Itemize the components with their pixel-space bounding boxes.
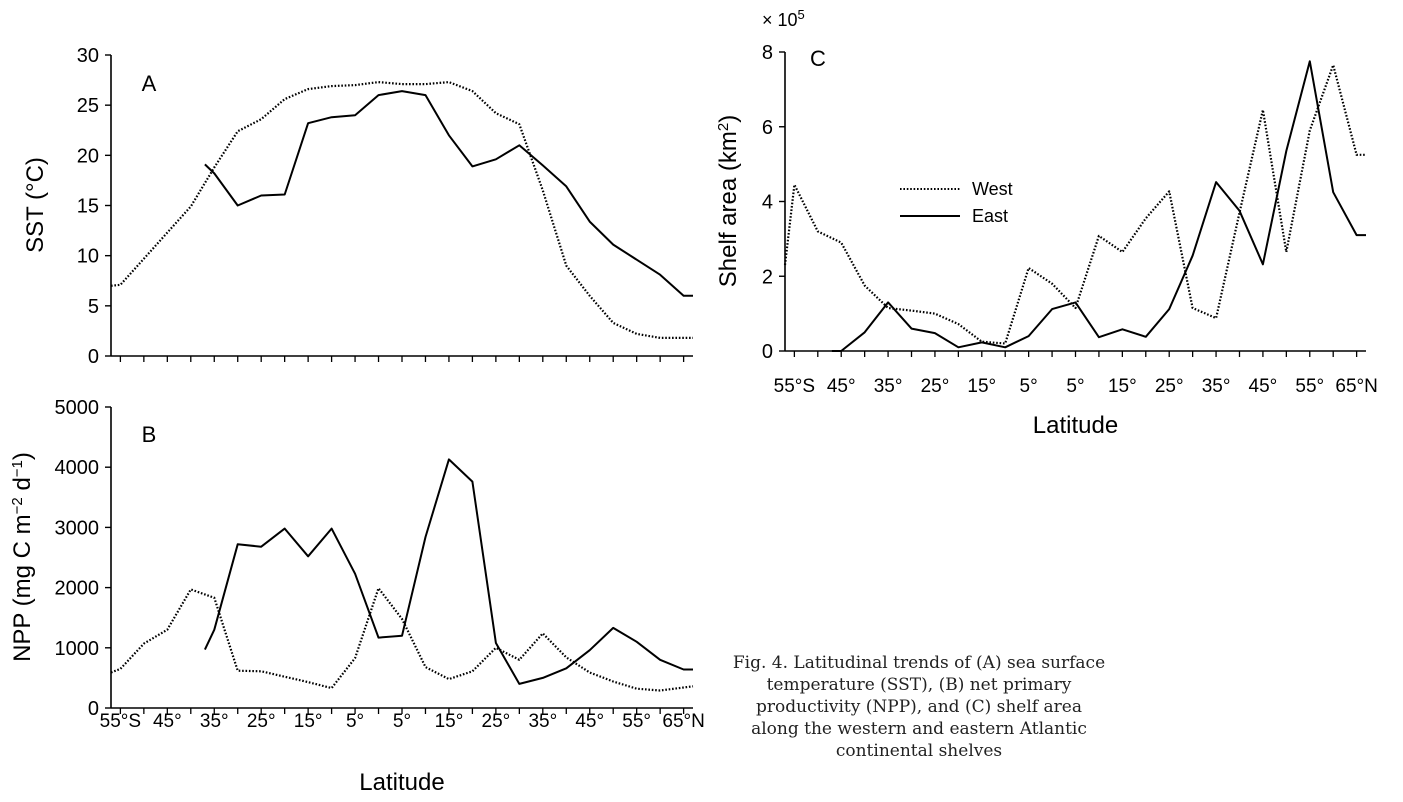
west-series-line [110, 587, 694, 692]
panel-label: C [810, 46, 826, 71]
y-tick-label: 2 [762, 266, 773, 288]
y-tick-label: 3000 [55, 517, 100, 539]
x-tick-label: 55° [1295, 376, 1324, 397]
y-tick-label: 8 [762, 42, 773, 64]
y-tick-label: 1000 [55, 638, 100, 660]
x-tick-label: 35° [874, 376, 903, 397]
y-axis-label-part: −1 [9, 460, 26, 477]
y-tick-label: 4000 [55, 457, 100, 479]
x-tick-label: 15° [294, 711, 323, 732]
y-axis-label: NPP (mg C m−2 d−1) [9, 452, 37, 662]
x-tick-label: 65°N [1335, 376, 1377, 397]
x-tick-label: 45° [1249, 376, 1278, 397]
y-axis-multiplier: × 105 [762, 7, 805, 31]
y-tick-label: 10 [77, 246, 99, 268]
x-tick-label: 65°N [662, 711, 704, 732]
y-tick-label: 30 [77, 45, 99, 67]
y-tick-label: 25 [77, 95, 99, 117]
x-tick-label: 45° [153, 711, 182, 732]
y-axis-label-part: ) [715, 115, 742, 123]
panel-c-shelf-area-chart: 0 2 4 6 8 55°S 45° 35° 25° 15° 5° 5° 15° 25° 35° 45° 55°… [715, 7, 1378, 440]
x-tick-label: 5° [1020, 376, 1038, 397]
y-axis-label-part: Shelf area (km [715, 131, 742, 287]
x-tick-label: 5° [346, 711, 364, 732]
y-tick-label: 4 [762, 192, 773, 214]
x-tick-label: 35° [528, 711, 557, 732]
multiplier-exponent: 5 [798, 7, 805, 22]
x-tick-label: 15° [1108, 376, 1137, 397]
multiplier-base: × 10 [762, 10, 798, 30]
x-axis-label: Latitude [359, 769, 444, 796]
y-axis-label: SST (°C) [22, 157, 49, 253]
y-tick-label: 5000 [55, 397, 100, 419]
y-tick-label: 5 [88, 296, 99, 318]
y-axis-label: Shelf area (km2) [715, 115, 743, 287]
y-tick-label: 20 [77, 145, 99, 167]
x-tick-label: 25° [247, 711, 276, 732]
figure-caption: Fig. 4. Latitudinal trends of (A) sea su… [732, 653, 1106, 761]
y-tick-label: 15 [77, 196, 99, 218]
y-tick-label: 0 [762, 341, 773, 363]
legend-label-west: West [972, 179, 1013, 199]
x-tick-label: 15° [967, 376, 996, 397]
x-tick-label: 25° [1155, 376, 1184, 397]
y-axis-label-part: ) [9, 452, 36, 460]
y-axis-label-part: NPP (mg C m [9, 514, 36, 662]
east-series-line [204, 90, 693, 297]
x-tick-label: 55° [622, 711, 651, 732]
y-axis-label-part: −2 [9, 497, 26, 514]
x-tick-label: 15° [435, 711, 464, 732]
y-axis-label-part: 2 [715, 123, 732, 131]
x-tick-label: 55°S [774, 376, 815, 397]
x-tick-label: 25° [482, 711, 511, 732]
x-axis-label: Latitude [1033, 412, 1118, 439]
legend-label-east: East [972, 206, 1008, 226]
x-tick-label: 45° [575, 711, 604, 732]
y-tick-label: 2000 [55, 578, 100, 600]
x-tick-label: 35° [1202, 376, 1231, 397]
panel-label: A [142, 71, 157, 96]
y-tick-label: 0 [88, 698, 99, 720]
x-tick-label: 55°S [100, 711, 141, 732]
y-tick-label: 0 [88, 346, 99, 368]
west-series-line [783, 63, 1366, 345]
x-tick-label: 25° [921, 376, 950, 397]
east-series-line [203, 458, 693, 685]
x-tick-label: 5° [393, 711, 411, 732]
panel-label: B [142, 422, 157, 447]
east-series-line [831, 60, 1366, 352]
west-series-line [110, 80, 693, 339]
x-tick-label: 35° [200, 711, 229, 732]
panel-a-sst-chart: 0 5 10 15 20 25 30 A SST (°C) [22, 45, 693, 368]
y-axis-label-part: d [9, 477, 36, 497]
x-tick-label: 5° [1066, 376, 1084, 397]
x-tick-label: 45° [827, 376, 856, 397]
panel-b-npp-chart: 0 1000 2000 3000 4000 5000 55°S 45° 35° 25° 15° 5° 5… [9, 397, 705, 796]
y-tick-label: 6 [762, 117, 773, 139]
